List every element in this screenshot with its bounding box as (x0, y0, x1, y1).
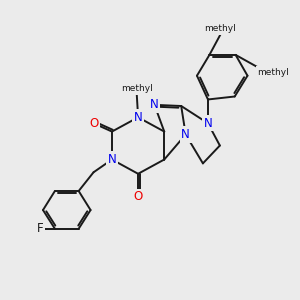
Text: methyl: methyl (121, 84, 152, 93)
Text: N: N (134, 111, 142, 124)
Text: methyl: methyl (257, 68, 289, 76)
Text: O: O (134, 190, 143, 203)
Text: N: N (181, 128, 190, 141)
Text: N: N (204, 117, 212, 130)
Text: O: O (89, 117, 98, 130)
Text: F: F (37, 222, 43, 235)
Text: methyl: methyl (205, 24, 236, 33)
Text: N: N (108, 153, 116, 166)
Text: N: N (150, 98, 159, 111)
